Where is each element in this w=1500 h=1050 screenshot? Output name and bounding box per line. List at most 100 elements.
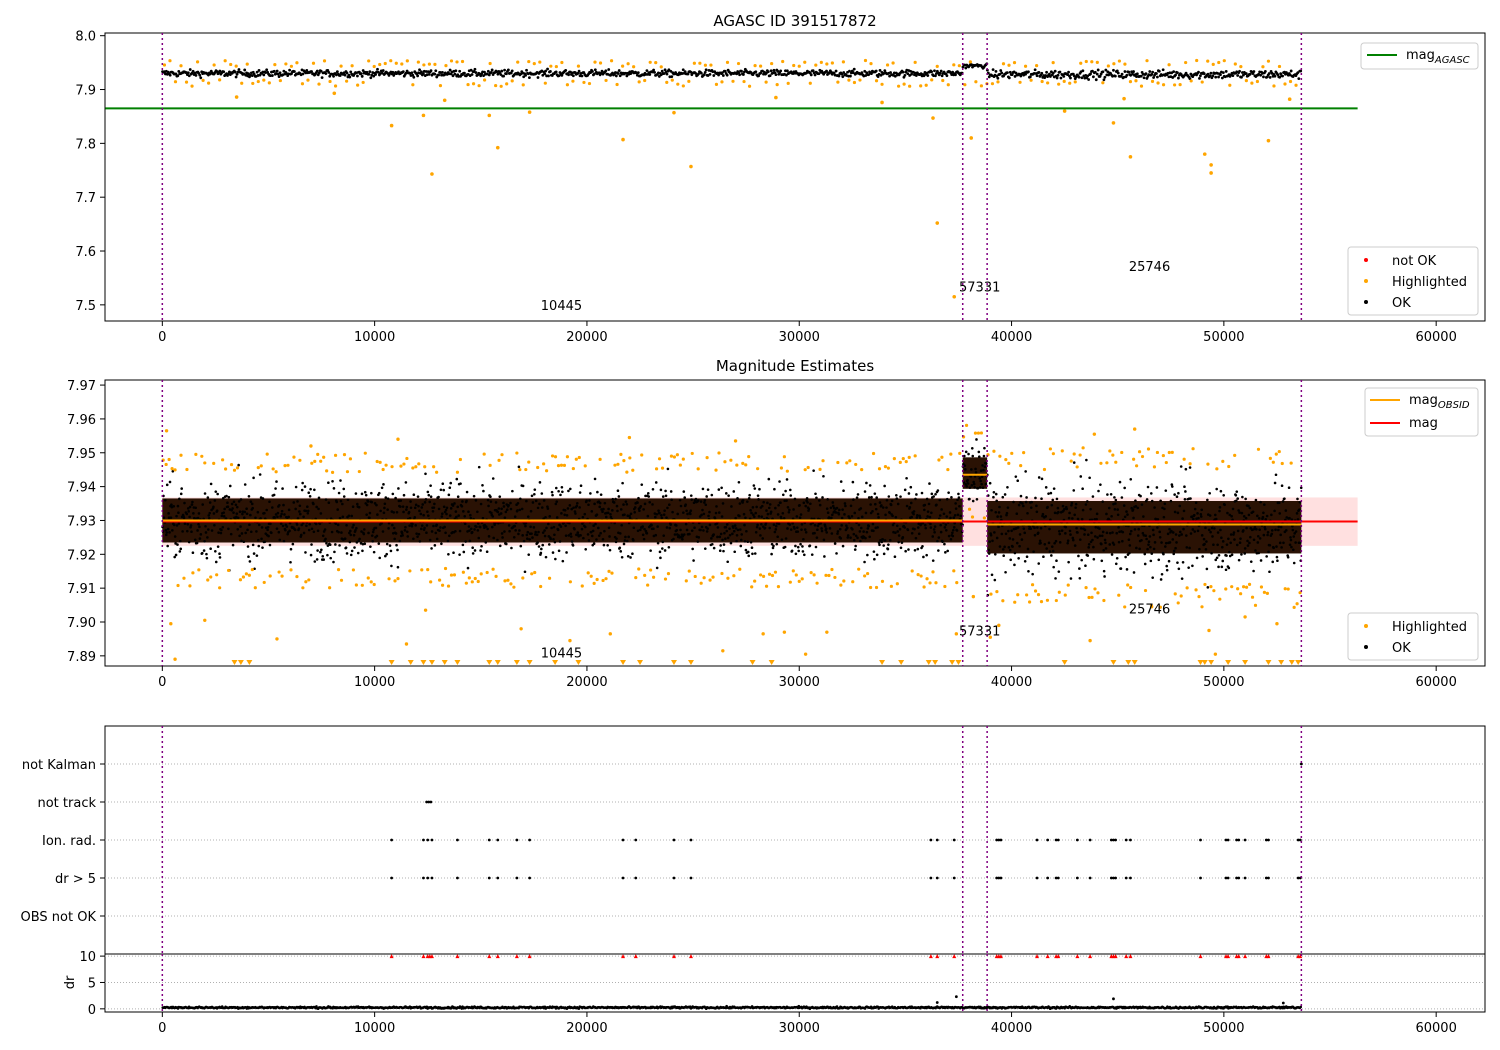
agasc-ok-point <box>712 74 716 77</box>
estimates-ok-point <box>1100 542 1103 546</box>
estimates-ok-point <box>1255 527 1258 531</box>
estimates-ok-point <box>865 481 868 485</box>
estimates-ok-point <box>1289 536 1292 539</box>
estimates-ok-point <box>611 497 615 501</box>
estimates-ok-point <box>590 530 593 534</box>
estimates-highlighted-point <box>565 455 570 459</box>
estimates-highlighted-point <box>1209 585 1213 589</box>
agasc-ok-point <box>502 74 506 78</box>
estimates-ok-point <box>1220 545 1224 549</box>
estimates-obsid-label: 10445 <box>541 647 582 662</box>
estimates-ok-point <box>338 516 342 520</box>
estimates-ok-point <box>1066 539 1070 542</box>
estimates-ok-point <box>416 495 420 498</box>
estimates-ok-point <box>1225 554 1228 557</box>
agasc-highlighted-point <box>367 59 371 63</box>
estimates-highlighted-point <box>1176 601 1180 605</box>
estimates-ok-point <box>554 502 558 506</box>
agasc-highlighted-point <box>421 113 426 118</box>
estimates-ok-point <box>1273 481 1277 485</box>
estimates-highlighted-point <box>357 469 361 474</box>
estimates-ok-point <box>1003 493 1007 496</box>
estimates-ok-point <box>1067 516 1071 520</box>
agasc-highlighted-point <box>698 61 702 65</box>
agasc-ok-point <box>315 69 319 73</box>
agasc-ok-point <box>683 70 687 74</box>
agasc-ok-point <box>1010 73 1014 77</box>
agasc-highlighted-point <box>571 79 575 83</box>
agasc-ytick-label: 7.5 <box>75 299 96 314</box>
estimates-ok-point <box>260 526 264 529</box>
estimates-ok-point <box>1052 487 1056 490</box>
estimates-highlighted-point <box>1230 585 1234 589</box>
estimates-ok-point <box>1155 486 1159 489</box>
estimates-ok-point <box>1026 547 1030 551</box>
estimates-ok-point <box>1265 514 1269 518</box>
estimates-ok-point <box>907 548 910 551</box>
estimates-ytick-label: 7.89 <box>67 650 96 665</box>
estimates-ok-point <box>320 548 323 552</box>
estimates-highlighted-point <box>1164 460 1168 465</box>
estimates-ok-point <box>468 539 472 543</box>
estimates-ok-point <box>993 578 997 582</box>
estimates-ok-point <box>451 504 455 507</box>
estimates-ok-point <box>793 497 797 501</box>
estimates-ok-point <box>644 494 647 498</box>
flags-point <box>1075 876 1079 880</box>
estimates-ok-point <box>1266 531 1270 534</box>
estimates-ok-point <box>517 532 520 536</box>
estimates-ok-point <box>412 493 416 497</box>
estimates-ok-point <box>342 495 346 498</box>
estimates-ok-point <box>780 538 784 541</box>
estimates-highlighted-point <box>274 470 278 474</box>
estimates-ok-point <box>696 540 700 543</box>
estimates-highlighted-point <box>684 579 688 583</box>
estimates-ok-point <box>567 489 570 493</box>
estimates-ok-point <box>835 552 838 555</box>
estimates-ok-point <box>540 547 543 551</box>
agasc-highlighted-point <box>328 79 332 84</box>
estimates-clipped-marker <box>620 660 627 665</box>
estimates-ok-point <box>1115 556 1119 560</box>
agasc-ok-point <box>618 74 622 78</box>
agasc-ok-point <box>910 72 913 76</box>
estimates-legend-label: magOBSID <box>1409 393 1470 411</box>
estimates-ok-point <box>295 523 299 526</box>
flags-point <box>1035 876 1039 880</box>
estimates-ok-point <box>619 508 623 511</box>
agasc-ok-point <box>505 72 508 76</box>
flags-point <box>427 800 431 804</box>
estimates-ok-point <box>591 529 595 533</box>
estimates-ok-point <box>1283 497 1286 500</box>
estimates-ok-point <box>631 552 634 556</box>
estimates-ok-point <box>692 559 695 562</box>
agasc-highlighted-point <box>394 61 398 65</box>
estimates-ok-point <box>700 513 703 517</box>
estimates-ok-point <box>170 503 173 507</box>
flags-point <box>390 838 394 842</box>
estimates-ok-point <box>1013 563 1016 567</box>
flags-row-label: dr > 5 <box>55 872 96 887</box>
estimates-ok-point <box>231 507 234 510</box>
agasc-ok-point <box>1119 74 1123 78</box>
estimates-ok-point <box>1035 504 1038 508</box>
estimates-highlighted-point <box>672 455 677 459</box>
estimates-ok-point <box>1169 499 1173 503</box>
estimates-highlighted-point <box>1102 598 1106 603</box>
estimates-ok-point <box>810 553 814 556</box>
estimates-ok-point <box>327 501 331 505</box>
estimates-ok-point <box>195 541 199 545</box>
estimates-ok-point <box>1239 537 1242 540</box>
agasc-ok-point <box>1244 72 1248 75</box>
estimates-ok-point <box>859 526 863 530</box>
estimates-ok-point <box>972 480 975 484</box>
estimates-ok-point <box>470 530 474 534</box>
estimates-ok-point <box>765 509 768 512</box>
estimates-ok-point <box>642 537 646 541</box>
estimates-ok-point <box>583 512 587 516</box>
estimates-ok-point <box>306 511 310 515</box>
flags-point <box>487 876 491 880</box>
agasc-highlighted-point <box>703 63 708 67</box>
estimates-ok-point <box>804 530 808 534</box>
estimates-ok-point <box>815 536 819 539</box>
